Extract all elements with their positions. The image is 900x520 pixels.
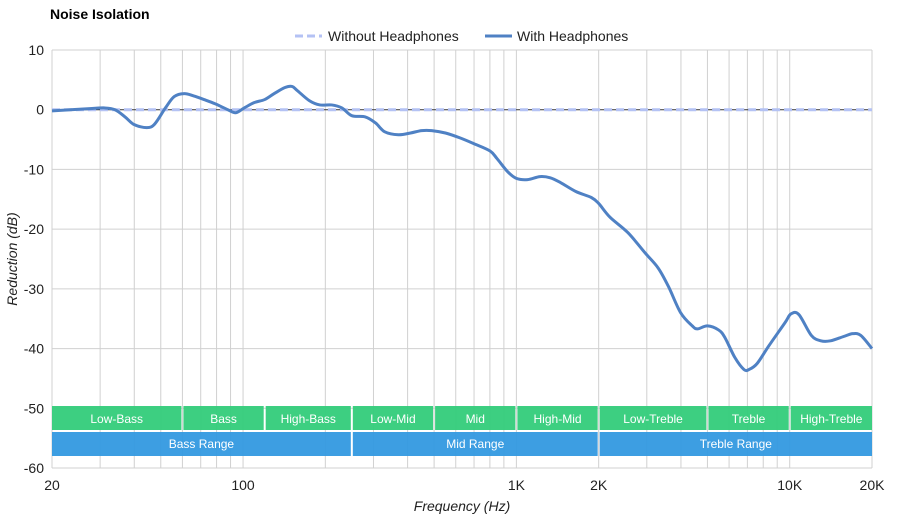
series-lines xyxy=(51,84,874,373)
grid xyxy=(51,49,873,469)
band-high-treble xyxy=(790,406,872,430)
band-mid xyxy=(435,406,516,430)
legend-label-with[interactable]: With Headphones xyxy=(517,28,628,44)
band-treble xyxy=(708,406,789,430)
y-tick-label: -30 xyxy=(24,281,44,297)
y-tick-label: -20 xyxy=(24,221,44,237)
range-mid-range xyxy=(352,432,598,456)
band-label: Bass xyxy=(210,412,237,426)
x-tick-label: 10K xyxy=(777,477,803,493)
band-low-bass xyxy=(52,406,182,430)
range-label: Treble Range xyxy=(700,437,773,451)
x-tick-label: 2K xyxy=(590,477,608,493)
x-tick-label: 100 xyxy=(231,477,255,493)
frequency-bands: Low-Bass Bass High-Bass Low-Mid Mid High-Mid L… xyxy=(52,406,872,456)
band-label: Low-Treble xyxy=(623,412,683,426)
y-axis-label: Reduction (dB) xyxy=(4,212,20,305)
y-tick-label: 0 xyxy=(36,102,44,118)
band-label: High-Bass xyxy=(281,412,336,426)
x-tick-label: 20 xyxy=(44,477,60,493)
band-high-mid xyxy=(517,406,598,430)
range-treble-range xyxy=(599,432,872,456)
range-bass-range xyxy=(52,432,351,456)
range-label: Mid Range xyxy=(446,437,504,451)
chart-title: Noise Isolation xyxy=(50,6,150,22)
band-low-treble xyxy=(599,406,707,430)
y-tick-label: -60 xyxy=(24,460,44,476)
band-low-mid xyxy=(352,406,434,430)
band-label: Treble xyxy=(732,412,766,426)
legend-label-without[interactable]: Without Headphones xyxy=(328,28,459,44)
series-line-with-headphones xyxy=(51,84,874,373)
band-label: Low-Bass xyxy=(90,412,143,426)
x-tick-label: 20K xyxy=(860,477,886,493)
range-label: Bass Range xyxy=(169,437,235,451)
band-label: High-Treble xyxy=(800,412,863,426)
band-label: Low-Mid xyxy=(370,412,415,426)
y-tick-label: 10 xyxy=(28,42,44,58)
y-tick-label: -40 xyxy=(24,341,44,357)
band-label: High-Mid xyxy=(534,412,582,426)
y-tick-label: -10 xyxy=(24,161,44,177)
band-high-bass xyxy=(265,406,351,430)
y-tick-label: -50 xyxy=(24,400,44,416)
x-axis-label: Frequency (Hz) xyxy=(414,498,510,514)
legend: Without Headphones With Headphones xyxy=(295,28,628,44)
x-tick-label: 1K xyxy=(508,477,526,493)
band-label: Mid xyxy=(466,412,485,426)
band-bass xyxy=(183,406,264,430)
